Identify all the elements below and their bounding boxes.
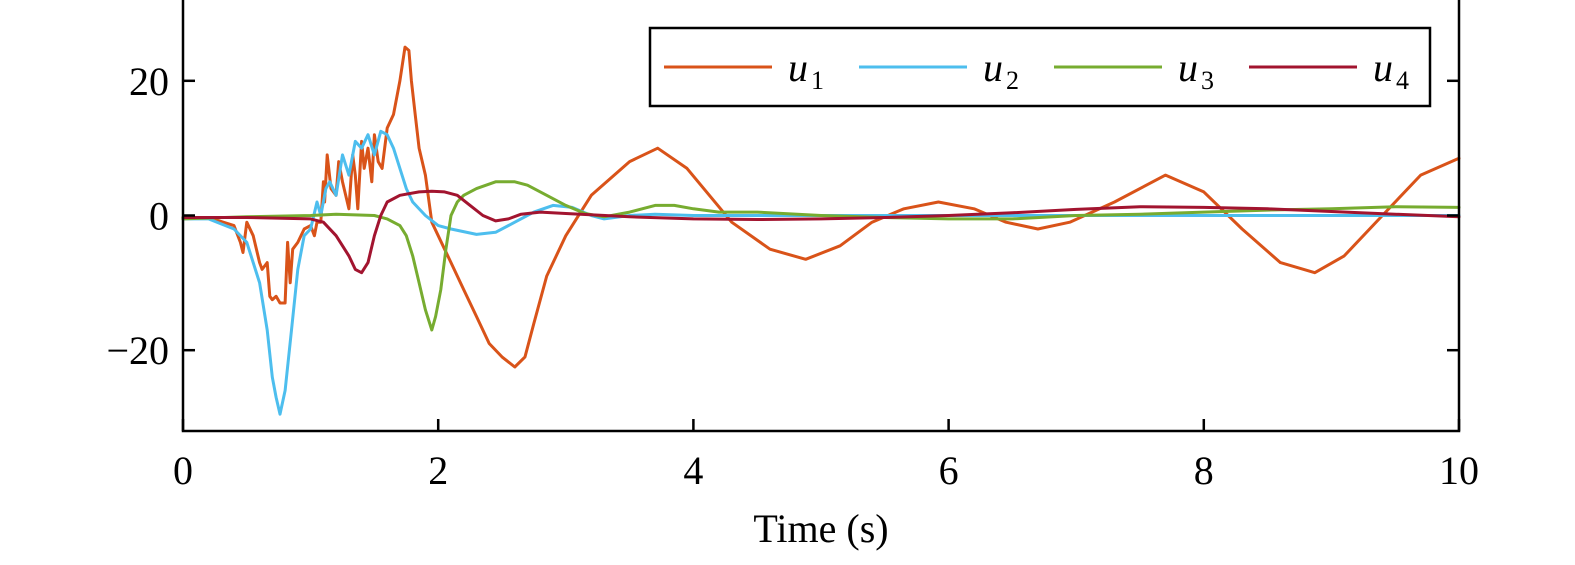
series-layer xyxy=(181,45,1461,416)
tick-layer: 0 2 4 6 8 10 −20 0 20 xyxy=(106,59,1479,493)
series-line-u2 xyxy=(181,129,1461,416)
x-tick-label: 10 xyxy=(1439,448,1479,493)
x-tick-label: 2 xyxy=(428,448,448,493)
x-tick-label: 6 xyxy=(939,448,959,493)
series-line-u3 xyxy=(181,180,1461,332)
series-line-u4 xyxy=(181,189,1461,275)
x-tick-label: 4 xyxy=(683,448,703,493)
y-tick-label: 0 xyxy=(149,194,169,239)
series-line-u1 xyxy=(181,45,1461,369)
y-tick-label: 20 xyxy=(129,59,169,104)
y-tick-label: −20 xyxy=(106,328,169,373)
x-tick-label: 8 xyxy=(1194,448,1214,493)
x-axis-title: Time (s) xyxy=(753,506,888,551)
x-tick-label: 0 xyxy=(173,448,193,493)
